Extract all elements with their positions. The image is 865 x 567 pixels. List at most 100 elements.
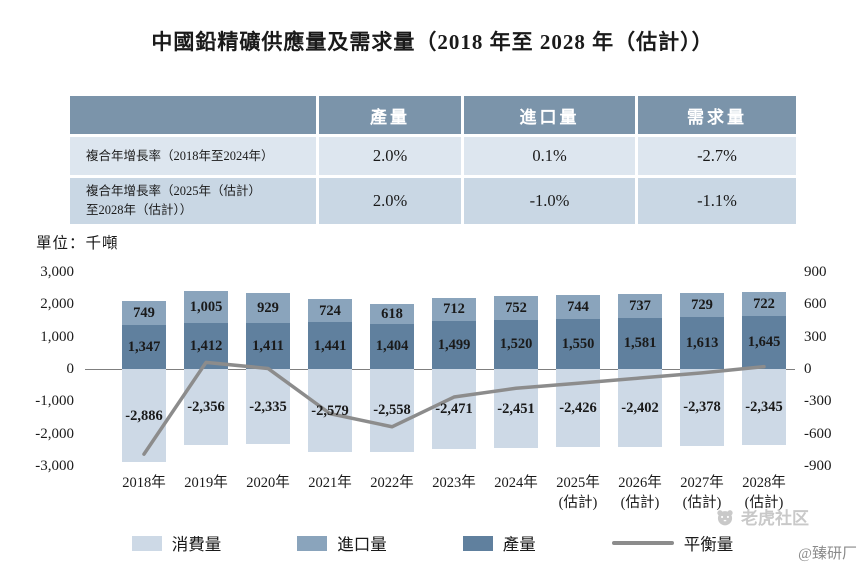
- right-axis-tick-label: 300: [804, 328, 827, 345]
- bar-value-label: 1,441: [313, 337, 347, 354]
- x-axis-label: 2024年: [494, 475, 538, 491]
- bar-value-label: 1,613: [685, 334, 719, 351]
- bar-segment-consumption: [432, 369, 476, 449]
- table-row-label: 複合年增長率（2018年至2024年）: [70, 137, 316, 175]
- bar-segment-imports: [432, 297, 476, 321]
- right-axis-tick-label: 600: [804, 296, 827, 313]
- bar-value-label: 1,404: [375, 338, 409, 355]
- bar-segment-production: [680, 316, 724, 369]
- bar-value-label: 1,347: [127, 339, 161, 356]
- cagr-table: 產量 進口量 需求量 複合年增長率（2018年至2024年） 2.0% 0.1%…: [70, 96, 796, 224]
- unit-label: 單位：千噸: [36, 235, 119, 252]
- bar-segment-production: [494, 319, 538, 369]
- legend-item: 進口量: [297, 531, 387, 555]
- bar-segment-imports: [246, 293, 290, 324]
- bar-value-label: -2,402: [621, 399, 659, 416]
- table-header-imports: 進口量: [464, 96, 635, 134]
- bar-value-label: 1,499: [437, 336, 471, 353]
- left-axis-tick-label: 2,000: [40, 296, 74, 313]
- bar-segment-production: [742, 315, 786, 369]
- table-row-label: 複合年增長率（2025年（估計） 至2028年（估計））: [70, 178, 316, 224]
- watermark: 老虎社区: [715, 504, 809, 529]
- bar-value-label: -2,426: [559, 400, 597, 417]
- bar-value-label: 724: [319, 302, 341, 319]
- table-cell: -1.0%: [464, 178, 635, 224]
- table-cell: -1.1%: [638, 178, 796, 224]
- bar-value-label: 712: [443, 301, 465, 318]
- watermark-community-label: 老虎社区: [741, 509, 809, 528]
- bar-segment-consumption: [246, 369, 290, 445]
- bar-segment-imports: [742, 292, 786, 316]
- legend-label: 消費量: [171, 535, 222, 554]
- legend-swatch: [462, 535, 493, 551]
- legend-item: 消費量: [131, 531, 222, 555]
- bar-segment-imports: [494, 295, 538, 320]
- bar-value-label: 1,520: [499, 336, 533, 353]
- x-axis-label: 2018年: [122, 475, 166, 491]
- table-cell: -2.7%: [638, 137, 796, 175]
- legend-label: 進口量: [337, 535, 387, 554]
- bar-value-label: 1,005: [189, 299, 223, 316]
- bar-segment-imports: [308, 298, 352, 323]
- bar-segment-imports: [556, 294, 600, 319]
- table-header-demand: 需求量: [638, 96, 796, 134]
- bar-segment-production: [246, 323, 290, 369]
- bar-segment-imports: [618, 294, 662, 318]
- bar-value-label: 1,550: [561, 335, 595, 352]
- bar-value-label: 722: [753, 296, 775, 313]
- right-axis-tick-label: -600: [804, 425, 832, 442]
- right-axis-tick-label: -900: [804, 458, 832, 474]
- table-cell: 2.0%: [319, 137, 461, 175]
- left-axis-tick-label: -2,000: [35, 425, 74, 442]
- bar-value-label: 1,581: [623, 335, 657, 352]
- right-axis-tick-label: 900: [804, 264, 827, 280]
- bar-segment-production: [122, 325, 166, 369]
- left-axis-tick-label: -3,000: [35, 458, 74, 474]
- x-axis-label: 2027年 (估計): [680, 475, 724, 511]
- bar-value-label: -2,345: [745, 398, 783, 415]
- bar-value-label: -2,579: [311, 402, 349, 419]
- legend-label: 平衡量: [683, 535, 734, 554]
- legend-label: 產量: [502, 535, 536, 554]
- balance-line: [142, 360, 766, 456]
- bar-value-label: 729: [691, 297, 713, 314]
- bar-value-label: 1,412: [189, 338, 223, 355]
- tiger-logo-icon: [715, 507, 735, 527]
- legend-item: 平衡量: [611, 531, 734, 555]
- left-axis-tick-label: -1,000: [35, 393, 74, 410]
- bar-segment-production: [618, 317, 662, 369]
- watermark-handle: @臻研厂: [798, 546, 857, 562]
- bar-segment-consumption: [742, 369, 786, 445]
- right-axis-tick-label: -300: [804, 393, 832, 410]
- x-axis-label: 2028年 (估計): [742, 475, 786, 511]
- bar-segment-consumption: [308, 369, 352, 453]
- bar-segment-consumption: [494, 369, 538, 449]
- bar-value-label: 749: [133, 305, 155, 322]
- left-axis-tick-label: 1,000: [40, 328, 74, 345]
- page-title: 中國鉛精礦供應量及需求量（2018 年至 2028 年（估計））: [151, 30, 714, 54]
- bar-value-label: -2,356: [187, 399, 225, 416]
- left-axis-tick-label: 0: [66, 361, 75, 377]
- bar-segment-consumption: [680, 369, 724, 446]
- legend-item: 產量: [462, 531, 536, 555]
- table-cell: 2.0%: [319, 178, 461, 224]
- legend-swatch: [131, 535, 162, 551]
- bar-segment-imports: [680, 293, 724, 317]
- x-axis-label: 2025年 (估計): [556, 475, 600, 511]
- bar-value-label: 618: [381, 305, 403, 322]
- bar-value-label: 737: [629, 297, 651, 314]
- bar-segment-consumption: [618, 369, 662, 447]
- bar-value-label: 1,645: [747, 334, 781, 351]
- x-axis-label: 2026年 (估計): [618, 475, 662, 511]
- bar-segment-imports: [184, 290, 228, 324]
- left-axis-tick-label: 3,000: [40, 264, 74, 280]
- bar-value-label: 744: [567, 298, 589, 315]
- bar-value-label: 1,411: [252, 338, 284, 355]
- table-cell: 0.1%: [464, 137, 635, 175]
- bar-value-label: -2,471: [435, 400, 473, 417]
- x-axis-label: 2023年: [432, 475, 476, 491]
- x-axis-label: 2021年: [308, 475, 352, 491]
- bar-segment-production: [308, 322, 352, 369]
